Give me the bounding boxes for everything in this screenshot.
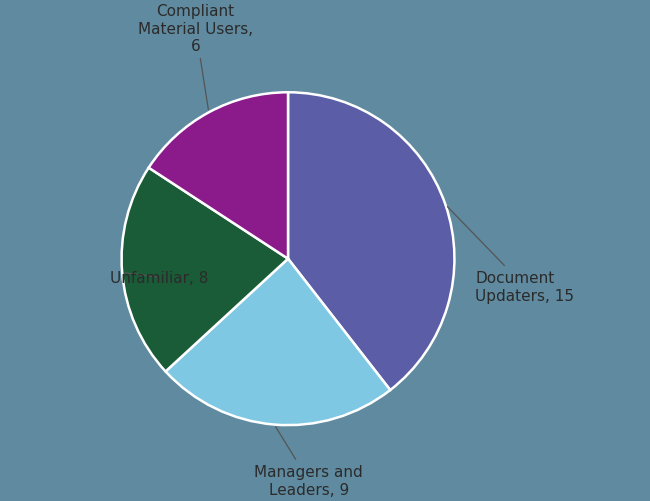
Wedge shape — [166, 259, 390, 425]
Text: Compliant
Material Users,
6: Compliant Material Users, 6 — [138, 4, 253, 110]
Wedge shape — [149, 93, 288, 259]
Text: Unfamiliar, 8: Unfamiliar, 8 — [110, 270, 209, 285]
Text: Document
Updaters, 15: Document Updaters, 15 — [447, 207, 574, 303]
Wedge shape — [122, 168, 288, 372]
Wedge shape — [288, 93, 454, 390]
Text: Managers and
Leaders, 9: Managers and Leaders, 9 — [254, 427, 363, 497]
